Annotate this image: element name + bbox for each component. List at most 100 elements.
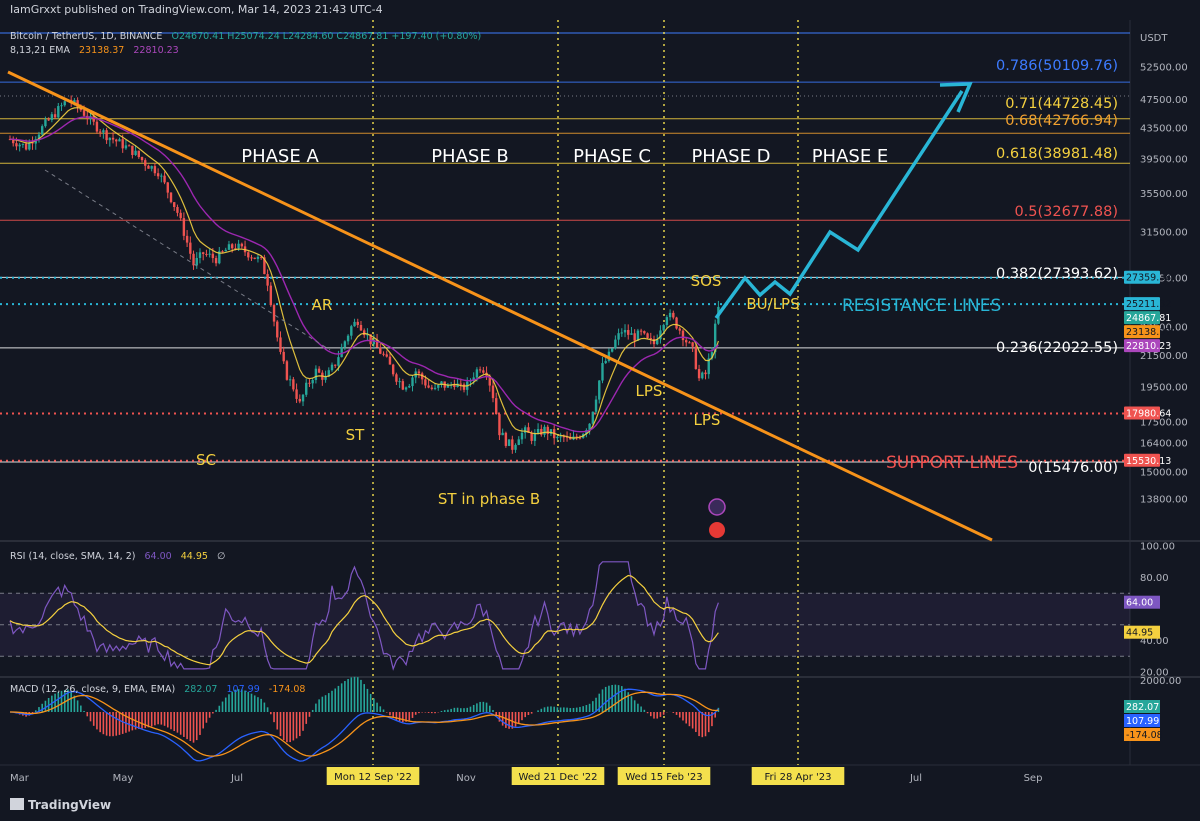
candle-body <box>92 115 95 122</box>
price-tick-12: 15000.00 <box>1140 468 1188 479</box>
candle-body <box>279 337 282 352</box>
candle-body <box>633 333 636 341</box>
price-badge-1: 25211.32 <box>1126 299 1171 310</box>
candle-body <box>401 381 405 390</box>
candle-body <box>31 142 34 144</box>
candle-body <box>237 243 240 249</box>
candle-body <box>317 368 321 373</box>
candle-body <box>691 342 694 347</box>
wyckoff-label-5: LPS <box>694 411 721 429</box>
macd-label[interactable]: MACD (12, 26, close, 9, EMA, EMA) <box>10 684 176 695</box>
price-tick-4: 35500.00 <box>1140 189 1188 200</box>
time-marker-0: Mon 12 Sep '22 <box>334 772 412 783</box>
price-tick-9: 19500.00 <box>1140 383 1188 394</box>
time-tick-5: Sep <box>1024 773 1043 784</box>
candle-body <box>353 321 356 327</box>
candle-body <box>678 328 681 331</box>
candle-body <box>256 256 260 259</box>
rsi-label[interactable]: RSI (14, close, SMA, 14, 2) <box>10 551 136 562</box>
candle-body <box>446 385 450 388</box>
candle-body <box>350 326 353 336</box>
candle-body <box>163 175 166 183</box>
candle-body <box>614 339 617 349</box>
phase-label-4: PHASE E <box>812 146 889 167</box>
candle-body <box>276 321 279 338</box>
macd-badge-2: -174.08 <box>1126 730 1163 741</box>
tradingview-logo-text: TradingView <box>28 798 112 812</box>
wyckoff-label-4: LPS <box>636 382 663 400</box>
candle-body <box>314 368 318 381</box>
macd-badge-bg-0 <box>1124 700 1160 713</box>
rsi-legend: RSI (14, close, SMA, 14, 2) 64.00 44.95 … <box>10 551 231 562</box>
ema-label[interactable]: 8,13,21 EMA <box>10 45 70 56</box>
candle-body <box>266 274 269 286</box>
candle-body <box>527 427 530 433</box>
candle-body <box>388 356 392 365</box>
price-badge-bg-0 <box>1124 270 1160 284</box>
macd-tick-0: 2000.00 <box>1140 676 1181 687</box>
phase-label-0: PHASE A <box>241 146 319 167</box>
projection-path[interactable] <box>714 90 964 320</box>
candle-body <box>391 364 395 375</box>
candle-body <box>121 139 124 149</box>
candle-body <box>127 145 131 147</box>
candle-body <box>24 143 28 150</box>
macd-badge-0: 282.07 <box>1126 702 1159 713</box>
candle-body <box>668 312 672 318</box>
candle-body <box>169 192 173 203</box>
resistance-lines-label: RESISTANCE LINES <box>842 296 1001 316</box>
symbol-name[interactable]: Bitcoin / TetherUS, 1D, BINANCE <box>10 31 163 42</box>
candle-body <box>102 130 105 133</box>
candle-body <box>28 142 31 150</box>
candle-body <box>60 105 63 107</box>
candle-body <box>530 432 533 441</box>
price-tick-1: 47500.00 <box>1140 95 1188 106</box>
candle-body <box>105 130 108 141</box>
candle-body <box>662 324 665 331</box>
candle-body <box>224 249 227 252</box>
candle-body <box>524 427 527 433</box>
candle-body <box>681 330 685 341</box>
fib-label-4: 0.5(32677.88) <box>1014 204 1118 220</box>
time-marker-bg-2 <box>617 767 711 785</box>
ema-value-2: 22810.23 <box>133 45 179 56</box>
candle-body <box>144 160 147 166</box>
candle-body <box>253 257 256 259</box>
macd-value: 282.07 <box>184 684 218 695</box>
event-lightning-icon[interactable] <box>708 498 726 516</box>
tradingview-logo[interactable]: TradingView <box>10 798 111 812</box>
candle-body <box>379 347 382 354</box>
ema-fast-line <box>9 107 719 439</box>
candle-body <box>211 253 215 259</box>
price-badge-bg-2 <box>1124 311 1160 325</box>
fib-label-1: 0.71(44728.45) <box>1005 96 1118 112</box>
downtrend-line[interactable] <box>7 70 993 542</box>
candle-body <box>556 436 559 439</box>
macd-signal-value: 107.99 <box>226 684 260 695</box>
price-tick-8: 21500.00 <box>1140 351 1188 362</box>
candle-body <box>440 381 443 386</box>
event-flag-icon[interactable] <box>709 522 725 538</box>
diagonal-guide-line <box>44 169 331 351</box>
candle-body <box>356 321 359 325</box>
candle-body <box>337 357 340 366</box>
price-badge-bg-6 <box>1124 453 1160 467</box>
candle-body <box>504 432 508 446</box>
candle-body <box>250 257 253 259</box>
candle-body <box>330 364 334 371</box>
rsi-badge: 64.00 <box>1126 598 1153 609</box>
fib-label-2: 0.68(42766.94) <box>1005 113 1118 129</box>
candle-body <box>230 244 234 249</box>
candle-body <box>308 382 311 384</box>
time-tick-4: Jul <box>909 773 922 784</box>
candle-body <box>688 342 691 344</box>
candle-body <box>234 248 237 250</box>
price-badge-6: 15530.13 <box>1126 456 1171 467</box>
candle-body <box>417 371 421 374</box>
candle-body <box>507 439 511 446</box>
candle-body <box>575 436 578 438</box>
price-tick-0: 52500.00 <box>1140 63 1188 74</box>
rsi-tick-1: 80.00 <box>1140 573 1169 584</box>
macd-signal-line <box>10 691 719 757</box>
